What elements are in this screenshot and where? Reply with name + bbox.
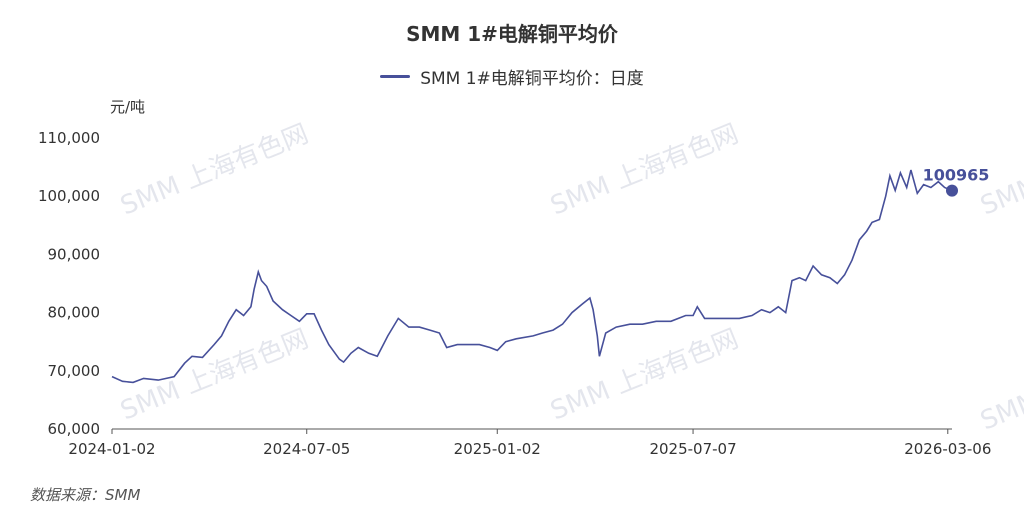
- x-axis-ticks: 2024-01-02 2024-07-05 2025-01-02 2025-07-07…: [68, 429, 991, 458]
- chart-legend[interactable]: SMM 1#电解铜平均价：日度: [0, 64, 1024, 89]
- y-tick-label: 110,000: [38, 129, 100, 147]
- y-axis-unit: 元/吨: [110, 98, 146, 116]
- last-point-marker[interactable]: [946, 184, 958, 197]
- x-tick-label: 2024-01-02: [68, 440, 155, 458]
- y-tick-label: 80,000: [48, 304, 101, 322]
- x-tick-label: 2025-01-02: [454, 440, 541, 458]
- legend-swatch: [380, 75, 411, 78]
- last-point-label: 100965: [923, 166, 990, 185]
- data-source-note: 数据来源：SMM: [30, 486, 141, 504]
- y-tick-label: 70,000: [48, 362, 101, 380]
- watermark-text: SMM 上海有色网: [546, 324, 742, 427]
- watermark-text: SMM 上海有色网: [116, 324, 312, 427]
- watermark-text: SMM 上海有色网: [546, 119, 742, 222]
- x-tick-label: 2024-07-05: [263, 440, 350, 458]
- watermark-layer: SMM 上海有色网 SMM 上海有色网 SMM 上海有色网 SMM 上海有色网 SMM …: [116, 119, 1024, 437]
- x-tick-label: 2026-03-06: [904, 440, 991, 458]
- legend-label: SMM 1#电解铜平均价：日度: [420, 69, 644, 89]
- watermark-text: SMM 上海有色网: [116, 119, 312, 222]
- y-tick-label: 60,000: [48, 420, 101, 438]
- y-axis-ticks: 60,000 70,000 80,000 90,000 100,000 110,000: [38, 129, 100, 438]
- series-line-copper-price: [111, 169, 953, 384]
- y-tick-label: 100,000: [38, 187, 100, 205]
- y-tick-label: 90,000: [48, 245, 101, 263]
- chart-title: SMM 1#电解铜平均价: [406, 22, 618, 46]
- x-tick-label: 2025-07-07: [649, 440, 736, 458]
- watermark-text: SMM 上海有色网: [976, 334, 1024, 437]
